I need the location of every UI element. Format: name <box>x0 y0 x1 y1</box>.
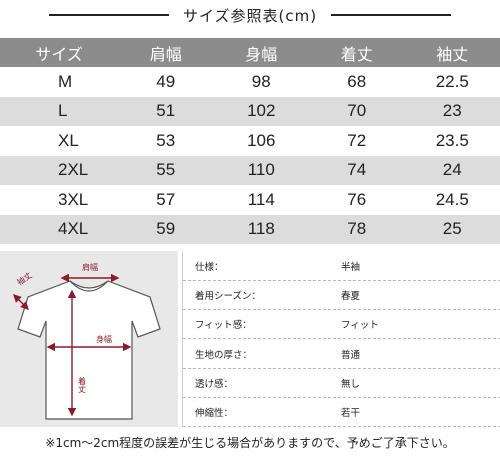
length-label: 着丈 <box>78 376 87 394</box>
spec-label: 透け感： <box>195 378 234 390</box>
header-length: 着丈 <box>309 38 405 67</box>
table-row: 4XL 59 118 78 25 <box>0 214 500 244</box>
title-line-right <box>331 14 452 16</box>
cell-shoulder: 55 <box>118 155 214 185</box>
cell-size: XL <box>58 130 79 150</box>
spec-value: フィット <box>341 319 379 331</box>
title-line-left <box>48 14 169 16</box>
header-size: サイズ <box>0 38 118 67</box>
cell-sleeve: 23 <box>404 96 500 126</box>
sleeve-arrow <box>13 294 29 310</box>
cell-size: 4XL <box>0 214 118 244</box>
cell-shoulder: 59 <box>118 214 214 244</box>
cell-shoulder: 57 <box>156 189 176 209</box>
cell-size: 3XL <box>58 189 89 209</box>
size-table-header-row: サイズ 肩幅 身幅 着丈 袖丈 <box>0 38 500 67</box>
footer-note: ※1cm〜2cm程度の誤差が生じる場合がありますので、予めご了承下さい。 <box>45 436 455 450</box>
table-row: M 49 98 68 22.5 <box>0 67 500 97</box>
body-width-label: 身幅 <box>96 334 112 344</box>
spec-row-stretch: 伸縮性： 若干 <box>183 397 500 427</box>
cell-shoulder: 53 <box>156 130 176 150</box>
spec-row-style: 仕様： 半袖 <box>183 251 500 281</box>
tshirt-collar <box>69 280 109 292</box>
spec-label: 生地の厚さ： <box>195 349 253 361</box>
cell-body-width: 98 <box>251 71 271 91</box>
cell-size: L <box>0 96 118 126</box>
spec-value: 半袖 <box>341 261 361 273</box>
spec-list: 仕様： 半袖 着用シーズン： 春夏 フィット感： フィット 生地の厚さ： 普通 … <box>182 251 500 427</box>
cell-shoulder: 51 <box>118 96 214 126</box>
cell-length: 74 <box>309 155 405 185</box>
spec-row-transparency: 透け感： 無し <box>183 368 500 398</box>
spec-row-fit: フィット感： フィット <box>183 309 500 339</box>
spec-label: フィット感： <box>195 319 252 331</box>
tshirt-measurement-diagram: 肩幅 袖丈 身幅 着丈 <box>0 251 178 427</box>
cell-body-width: 118 <box>213 214 309 244</box>
spec-row-thickness: 生地の厚さ： 普通 <box>183 339 500 369</box>
cell-body-width: 110 <box>213 155 309 185</box>
cell-sleeve: 24.5 <box>435 189 469 209</box>
shoulder-label: 肩幅 <box>82 262 98 272</box>
detail-section: 肩幅 袖丈 身幅 着丈 仕様： 半袖 着用シーズン： 春夏 フィット感： フィッ… <box>0 251 500 427</box>
cell-length: 68 <box>347 71 367 91</box>
cell-size: M <box>58 71 73 91</box>
spec-label: 仕様： <box>195 261 224 273</box>
page-title: サイズ参照表(cm) <box>182 6 318 25</box>
spec-value: 春夏 <box>341 290 361 302</box>
tshirt-outline <box>17 280 161 420</box>
spec-value: 若干 <box>341 407 361 419</box>
spec-row-season: 着用シーズン： 春夏 <box>183 280 500 310</box>
cell-sleeve: 24 <box>404 155 500 185</box>
cell-body-width: 106 <box>247 130 276 150</box>
cell-length: 76 <box>347 189 367 209</box>
cell-length: 70 <box>309 96 405 126</box>
cell-sleeve: 25 <box>404 214 500 244</box>
spec-value: 普通 <box>341 349 361 361</box>
table-row: 3XL 57 114 76 24.5 <box>0 185 500 215</box>
cell-body-width: 102 <box>213 96 309 126</box>
cell-length: 78 <box>309 214 405 244</box>
cell-body-width: 114 <box>247 189 275 209</box>
table-row: L 51 102 70 23 <box>0 96 500 126</box>
cell-sleeve: 23.5 <box>435 130 469 150</box>
cell-size: 2XL <box>0 155 118 185</box>
header-shoulder: 肩幅 <box>118 38 214 67</box>
header-sleeve: 袖丈 <box>404 38 500 67</box>
header-body-width: 身幅 <box>213 38 309 67</box>
size-table: サイズ 肩幅 身幅 着丈 袖丈 M 49 98 68 22.5 L 51 102… <box>0 38 500 244</box>
cell-shoulder: 49 <box>156 71 176 91</box>
sleeve-label: 袖丈 <box>15 270 34 287</box>
cell-sleeve: 22.5 <box>435 71 469 91</box>
spec-label: 着用シーズン： <box>195 290 262 302</box>
spec-label: 伸縮性： <box>195 407 234 419</box>
table-row: 2XL 55 110 74 24 <box>0 155 500 185</box>
spec-value: 無し <box>341 378 361 390</box>
cell-length: 72 <box>347 130 367 150</box>
title-row: サイズ参照表(cm) <box>0 0 500 30</box>
tshirt-illustration: 肩幅 袖丈 身幅 着丈 <box>13 262 161 420</box>
table-row: XL 53 106 72 23.5 <box>0 126 500 156</box>
